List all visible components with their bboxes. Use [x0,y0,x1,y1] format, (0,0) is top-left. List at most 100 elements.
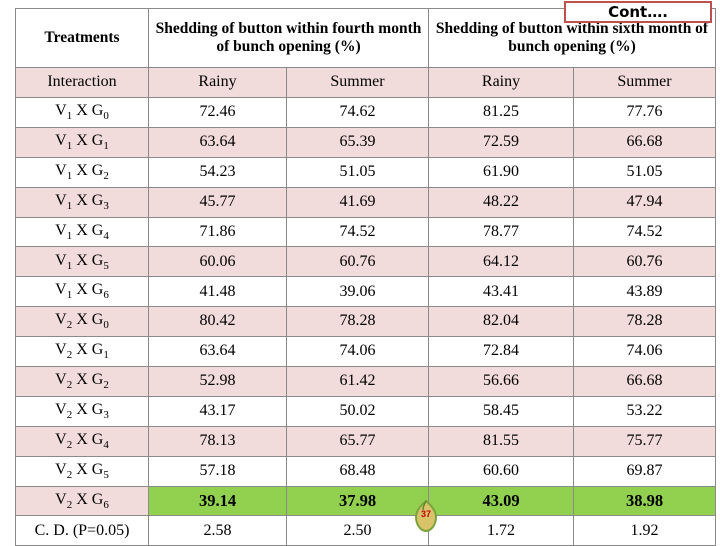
treatment-g-sub: 2 [103,379,109,392]
rainy-fourth-cell: 63.64 [148,336,287,368]
treatment-v-sub: 2 [66,468,73,481]
treatment-cell: V2 X G0 [15,306,149,338]
treatment-g-sub: 3 [103,199,109,212]
table-row: V1 X G2 54.23 51.05 61.90 51.05 [15,156,717,188]
treatment-v-sub: 2 [66,409,73,422]
treatment-g: G [91,191,104,209]
treatment-v: V [55,161,67,179]
summer-sixth-cell: 60.76 [572,246,717,278]
treatment-v-sub: 2 [66,319,73,332]
rainy-header-fourth: Rainy [148,67,287,98]
rainy-sixth-cell: 78.77 [428,216,574,248]
treatment-g: G [91,371,104,389]
rainy-fourth-cell: 63.64 [148,126,287,158]
cd-label: C. D. (P=0.05) [15,515,149,546]
treatment-v: V [55,221,67,239]
treatment-x: X [72,490,92,508]
summer-fourth-cell: 74.62 [286,97,429,128]
treatment-cell: V1 X G3 [15,186,149,218]
page-number-badge: 37 [414,500,438,532]
page-number: 37 [420,509,431,519]
treatment-g-sub: 4 [103,229,109,242]
summer-sixth-cell: 77.76 [572,97,717,128]
rainy-fourth-cell: 60.06 [148,246,287,278]
rainy-fourth-cell: 80.42 [148,306,287,338]
summer-fourth-cell: 41.69 [286,186,429,218]
summer-fourth-cell: 50.02 [286,395,429,427]
treatment-x: X [72,371,92,389]
treatment-x: X [72,161,92,179]
rainy-fourth-cell: 72.46 [148,97,287,128]
rainy-fourth-cell: 45.77 [148,186,287,218]
summer-sixth-cell: 47.94 [572,186,717,218]
summer-fourth-cell: 74.06 [286,336,429,368]
rainy-sixth-cell: 48.22 [428,186,574,218]
treatment-cell: V1 X G5 [15,246,149,278]
cd-summer-fourth: 2.50 [286,515,429,546]
treatment-g-sub: 4 [103,438,109,451]
summer-header-sixth: Summer [572,67,717,98]
rainy-fourth-cell: 78.13 [148,425,287,457]
summer-sixth-cell: 74.52 [572,216,717,248]
treatment-v-sub: 2 [66,379,73,392]
treatment-x: X [72,281,92,299]
summer-fourth-cell: 65.77 [286,425,429,457]
treatment-g-sub: 6 [103,289,109,302]
treatment-v: V [55,490,67,508]
treatment-x: X [72,132,92,150]
summer-sixth-cell: 75.77 [572,425,717,457]
treatment-v: V [55,430,67,448]
rainy-sixth-cell: 64.12 [428,246,574,278]
treatment-v-sub: 1 [66,259,73,272]
treatment-v: V [55,132,67,150]
treatment-v-sub: 2 [66,349,73,362]
treatment-v: V [55,460,67,478]
table-body: V1 X G0 72.46 74.62 81.25 77.76 V1 X G1 63.64 6… [15,97,717,546]
treatment-v-sub: 1 [66,140,73,153]
rainy-sixth-cell: 43.41 [428,276,574,308]
table-row: V2 X G3 43.17 50.02 58.45 53.22 [15,395,717,427]
treatment-cell: V2 X G1 [15,336,149,368]
summer-sixth-cell: 74.06 [572,336,717,368]
rainy-sixth-cell: 82.04 [428,306,574,338]
treatment-g-sub: 2 [103,169,109,182]
treatment-g: G [91,341,104,359]
rainy-sixth-cell: 56.66 [428,366,574,397]
treatment-x: X [72,460,92,478]
table-row: V1 X G0 72.46 74.62 81.25 77.76 [15,97,717,128]
summer-fourth-cell: 39.06 [286,276,429,308]
cd-rainy-fourth: 2.58 [148,515,287,546]
results-table: Treatments Shedding of button within fou… [15,8,717,546]
continued-label: Cont…. [564,1,712,23]
treatment-cell: V2 X G5 [15,455,149,487]
summer-fourth-cell: 61.42 [286,366,429,397]
summer-fourth-cell: 78.28 [286,306,429,338]
summer-fourth-cell: 51.05 [286,156,429,188]
table-row: V1 X G6 41.48 39.06 43.41 43.89 [15,276,717,308]
treatment-x: X [72,102,92,120]
cd-rainy-sixth: 1.72 [428,515,574,546]
rainy-sixth-cell: 81.55 [428,425,574,457]
treatment-v: V [55,251,67,269]
treatment-x: X [72,251,92,269]
table-row: V2 X G5 57.18 68.48 60.60 69.87 [15,455,717,487]
treatment-x: X [72,430,92,448]
rainy-sixth-cell: 61.90 [428,156,574,188]
treatment-x: X [72,191,92,209]
treatment-x: X [72,401,92,419]
treatment-v: V [55,311,67,329]
treatment-cell: V2 X G4 [15,425,149,457]
rainy-fourth-cell: 52.98 [148,366,287,397]
treatment-v-sub: 1 [66,169,73,182]
summer-fourth-cell: 60.76 [286,246,429,278]
interaction-header: Interaction [15,67,149,98]
treatment-g: G [91,490,104,508]
treatment-v: V [55,401,67,419]
treatment-v: V [55,371,67,389]
treatment-g-sub: 0 [103,110,109,123]
rainy-fourth-cell: 41.48 [148,276,287,308]
treatment-cell: V1 X G4 [15,216,149,248]
page-badge-shape [414,500,438,532]
treatment-g: G [91,132,104,150]
rainy-fourth-cell: 71.86 [148,216,287,248]
